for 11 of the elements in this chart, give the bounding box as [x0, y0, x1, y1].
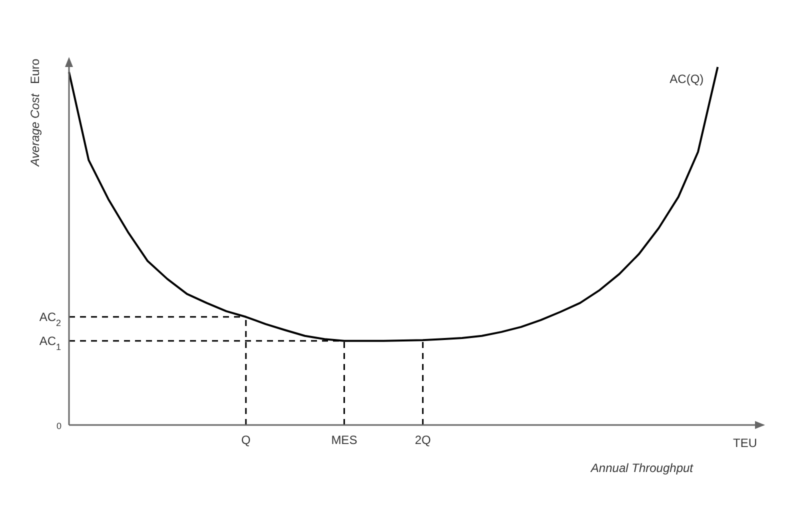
- annotation: 0: [56, 421, 62, 431]
- ref-line-label: AC$_{1}$: [39, 334, 61, 352]
- x-tick-label: MES: [331, 433, 358, 447]
- text: TEU: [733, 436, 757, 450]
- ref-line-label: AC$_{2}$: [39, 310, 61, 328]
- series-label: AC(Q): [670, 72, 704, 86]
- x-tick-label: 2Q: [414, 433, 431, 447]
- x-tick-label: Q: [241, 433, 251, 447]
- y-axis-title: Average Cost: [28, 93, 42, 168]
- x-axis-title: Annual Throughput: [590, 461, 694, 475]
- text: Euro: [28, 58, 42, 84]
